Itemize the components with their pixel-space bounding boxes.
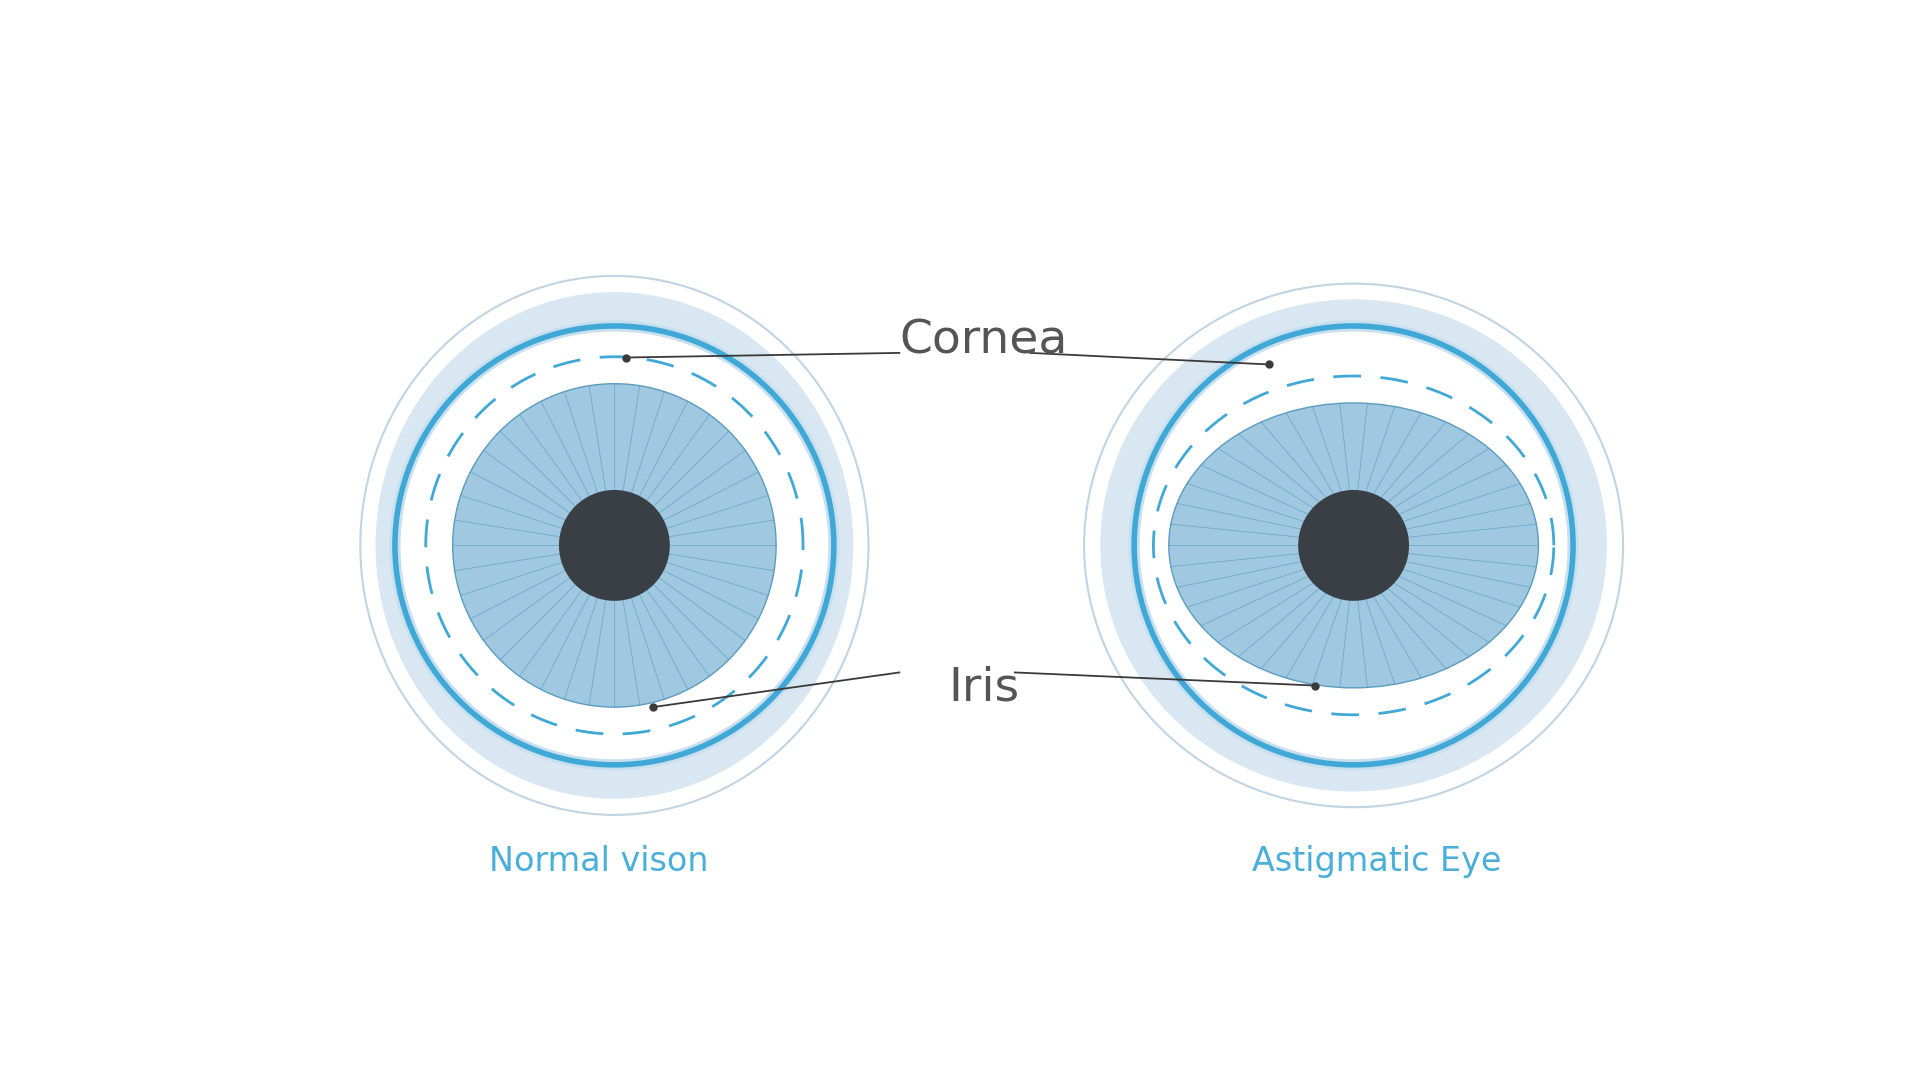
Ellipse shape — [376, 292, 852, 799]
Circle shape — [1135, 326, 1572, 765]
Text: Iris: Iris — [948, 665, 1020, 711]
Circle shape — [559, 490, 670, 600]
Text: Astigmatic Eye: Astigmatic Eye — [1252, 845, 1501, 878]
Circle shape — [453, 383, 776, 707]
Circle shape — [1298, 490, 1409, 600]
Ellipse shape — [1085, 284, 1622, 807]
Text: Normal vison: Normal vison — [490, 845, 708, 878]
Ellipse shape — [1100, 299, 1607, 792]
Text: Cornea: Cornea — [900, 319, 1068, 364]
Circle shape — [396, 326, 833, 765]
Ellipse shape — [361, 275, 868, 815]
Ellipse shape — [1169, 403, 1538, 688]
